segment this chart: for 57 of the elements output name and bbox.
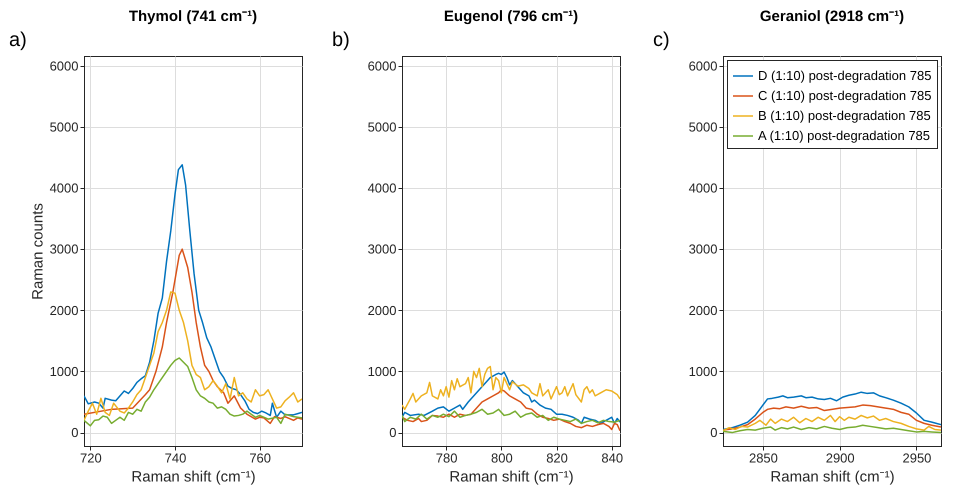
x-tick-label: 840 (601, 450, 624, 466)
x-axis-title: Raman shift (cm⁻¹) (449, 468, 574, 486)
x-tick-label: 740 (164, 450, 186, 466)
y-tick-label: 4000 (688, 180, 718, 196)
y-tick-label: 5000 (688, 119, 718, 134)
legend-label: C (1:10) post-degradation 785 (758, 88, 932, 103)
line-series (402, 389, 620, 432)
x-tick-label: 760 (249, 450, 272, 466)
legend-label: B (1:10) post-degradation 785 (758, 108, 931, 123)
x-tick-label: 720 (80, 450, 102, 466)
line-series (84, 248, 302, 424)
y-tick-label: 6000 (50, 58, 78, 74)
chart-title: Thymol (741 cm⁻¹) (128, 8, 258, 25)
line-series (723, 414, 941, 432)
legend-label: D (1:10) post-degradation 785 (758, 68, 932, 83)
y-tick-label: 0 (71, 425, 78, 440)
x-tick-label: 2900 (826, 450, 855, 466)
y-tick-label: 3000 (368, 242, 396, 257)
x-tick-label: 2850 (748, 450, 778, 466)
text: b) (332, 29, 350, 51)
line-series (84, 164, 302, 418)
y-tick-label: 4000 (368, 180, 396, 196)
x-tick-label: 820 (546, 450, 568, 466)
y-tick-label: 0 (710, 425, 718, 440)
y-tick-label: 0 (389, 425, 396, 440)
chart-title: Eugenol (796 cm⁻¹) (444, 8, 578, 25)
x-tick-label: 2950 (902, 450, 932, 466)
x-axis-title: Raman shift (cm⁻¹) (131, 468, 256, 486)
line-series (84, 357, 302, 427)
chart-title: Geraniol (2918 cm⁻¹) (760, 8, 904, 25)
line-series (723, 424, 941, 434)
y-tick-label: 2000 (368, 302, 396, 318)
y-tick-label: 5000 (368, 119, 396, 134)
y-tick-label: 1000 (368, 364, 396, 379)
line-series (402, 408, 620, 424)
y-axis-title: Raman counts (30, 203, 47, 300)
line-series (84, 291, 302, 422)
y-tick-label: 5000 (50, 119, 78, 134)
text: a) (9, 29, 27, 51)
line-series (723, 391, 941, 430)
y-tick-label: 1000 (50, 364, 78, 379)
x-tick-label: 800 (490, 450, 513, 466)
y-tick-label: 6000 (688, 58, 718, 74)
legend-label: A (1:10) post-degradation 785 (758, 128, 930, 143)
text: c) (653, 29, 670, 51)
y-tick-label: 3000 (50, 242, 78, 257)
y-tick-label: 3000 (688, 242, 718, 257)
y-tick-label: 6000 (368, 58, 396, 74)
y-tick-label: 2000 (688, 302, 718, 318)
x-axis-title: Raman shift (cm⁻¹) (770, 468, 895, 486)
line-series (723, 404, 941, 431)
line-series (402, 366, 620, 410)
line-series (402, 371, 620, 424)
y-tick-label: 1000 (688, 364, 718, 379)
y-tick-label: 2000 (50, 302, 78, 318)
y-tick-label: 4000 (50, 180, 78, 196)
x-tick-label: 780 (436, 450, 458, 466)
